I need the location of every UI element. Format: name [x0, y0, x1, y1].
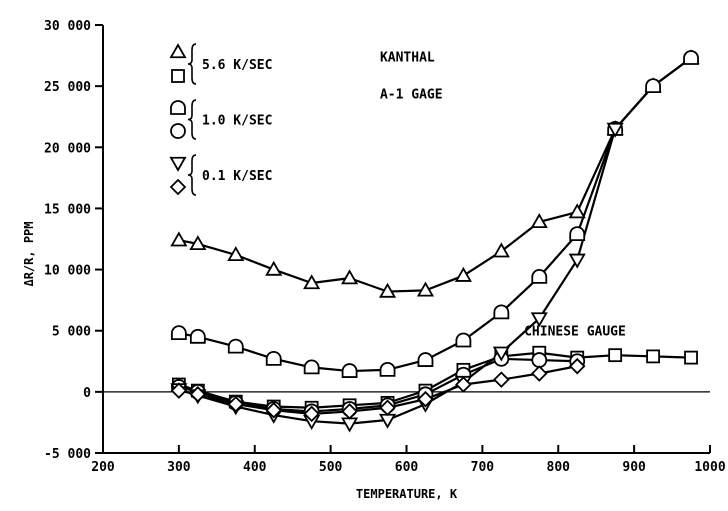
data-point-rounded-square [417, 352, 434, 367]
x-tick-label: 700 [471, 460, 495, 475]
x-tick-label: 800 [547, 460, 571, 475]
legend-marker-square [171, 69, 185, 83]
y-tick-label: 15 000 [44, 202, 91, 217]
data-point-triangle-down [530, 312, 548, 328]
y-axis-title: ΔR/R, PPM [22, 221, 36, 286]
data-point-triangle-up [378, 282, 397, 298]
data-point-triangle-up [227, 246, 245, 262]
legend-brace [187, 99, 197, 140]
y-tick-label: 20 000 [44, 141, 91, 156]
data-point-triangle-up [170, 231, 188, 247]
legend-label: 0.1 K/SEC [202, 169, 272, 184]
y-tick-label: 25 000 [44, 80, 91, 95]
annotation: KANTHAL [380, 51, 435, 66]
data-point-triangle-down [568, 253, 586, 269]
legend-marker-circle [170, 123, 186, 139]
data-point-triangle-up [303, 274, 321, 290]
data-point-triangle-down [341, 417, 359, 433]
y-tick-label: 5 000 [52, 325, 91, 340]
data-point-rounded-square [569, 226, 586, 242]
data-point-triangle-down [606, 122, 624, 138]
data-point-diamond [265, 401, 282, 419]
chart-labels: -5 000 0 5 000 10 000 15 000 20 000 25 000 30 0… [22, 19, 726, 501]
data-point-rounded-square [531, 269, 548, 284]
legend-label: 1.0 K/SEC [202, 114, 272, 129]
data-point-diamond [341, 403, 358, 420]
annotation: A-1 GAGE [380, 87, 443, 102]
data-point-diamond [455, 376, 472, 393]
legend: 5.6 K/SEC 1.0 K/SEC 0.1 K/SEC [169, 43, 272, 196]
data-point-square [684, 350, 698, 365]
data-point-rounded-square [455, 332, 472, 348]
x-tick-label: 600 [395, 460, 419, 475]
legend-marker-diamond [169, 178, 187, 196]
data-point-rounded-square [379, 361, 396, 377]
data-point-diamond [170, 382, 188, 399]
data-point-rounded-square [493, 304, 510, 320]
data-point-diamond [417, 390, 434, 408]
data-point-rounded-square [645, 78, 661, 94]
y-tick-label: -5 000 [44, 447, 91, 462]
y-tick-label: 10 000 [44, 264, 91, 279]
x-axis-title: TEMPERATURE, K [356, 487, 458, 501]
data-point-rounded-square [227, 338, 244, 354]
x-tick-label: 500 [319, 460, 343, 475]
data-point-diamond [303, 405, 320, 423]
y-tick-label: 30 000 [44, 19, 91, 34]
data-point-triangle-up [416, 281, 435, 297]
x-tick-label: 400 [243, 460, 267, 475]
data-point-diamond [227, 395, 245, 413]
data-point-rounded-square [189, 328, 206, 344]
data-point-rounded-square [341, 363, 358, 378]
data-point-triangle-up [530, 213, 548, 229]
series-markers [170, 49, 700, 433]
data-point-square [608, 348, 623, 363]
data-point-triangle-up [454, 266, 472, 282]
x-tick-label: 200 [91, 460, 115, 475]
data-point-triangle-up [341, 269, 359, 285]
data-point-circle [531, 352, 548, 368]
data-point-diamond [531, 365, 548, 382]
data-point-rounded-square [683, 50, 699, 65]
data-point-triangle-up [265, 260, 283, 276]
x-tick-label: 300 [167, 460, 191, 475]
data-point-rounded-square [170, 325, 187, 341]
data-point-triangle-down [492, 346, 510, 362]
legend-label: 5.6 K/SEC [202, 58, 272, 73]
data-point-diamond [568, 357, 586, 375]
data-point-rounded-square [265, 350, 282, 366]
data-point-triangle-up [189, 235, 207, 251]
x-tick-label: 900 [622, 460, 646, 475]
data-point-triangle-up [568, 203, 586, 219]
annotation: CHINESE GAUGE [524, 325, 626, 340]
data-point-diamond [189, 386, 207, 403]
y-tick-label: 0 [83, 386, 91, 401]
x-tick-label: 1000 [694, 460, 725, 475]
data-point-triangle-up [492, 242, 510, 258]
legend-marker-triangle-down [169, 156, 187, 172]
legend-brace [187, 154, 197, 196]
legend-brace [187, 43, 197, 85]
legend-marker-rounded-square [170, 100, 186, 115]
data-point-diamond [493, 371, 510, 388]
data-point-diamond [379, 399, 396, 417]
data-point-rounded-square [303, 359, 320, 375]
data-point-square [646, 349, 660, 364]
legend-marker-triangle-up [169, 43, 187, 59]
